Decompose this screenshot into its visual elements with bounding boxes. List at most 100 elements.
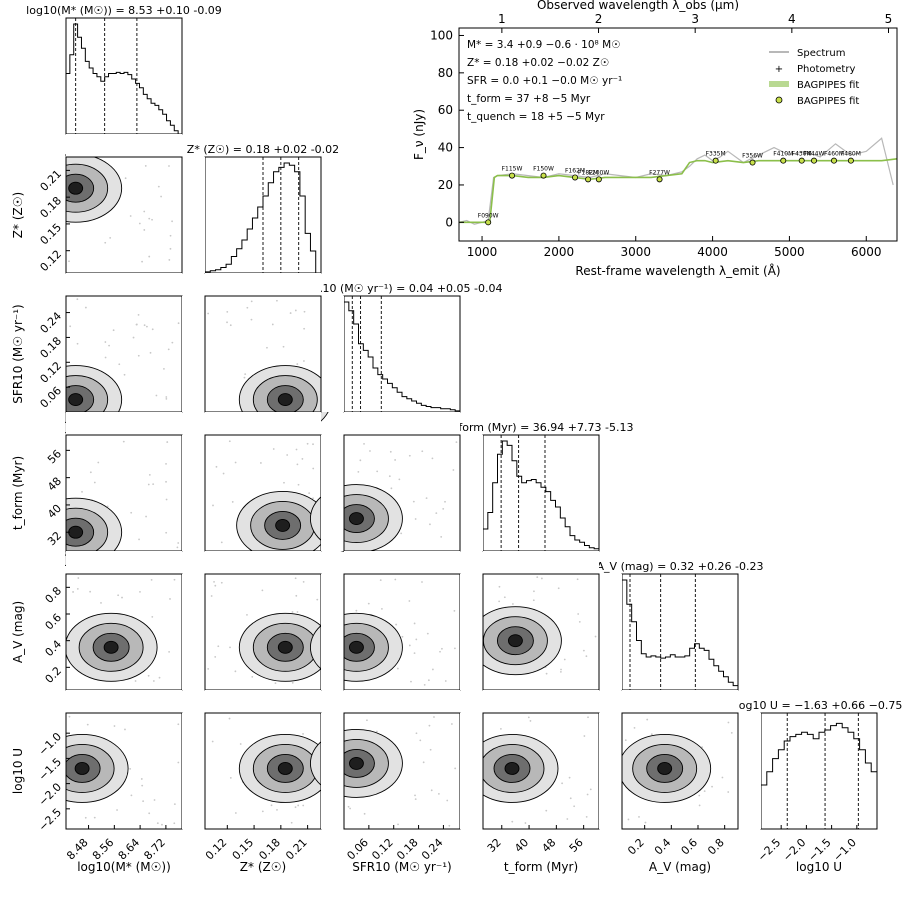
sample-point <box>160 195 162 198</box>
photometry-F356W: F356W <box>742 153 763 166</box>
sample-point <box>446 799 449 802</box>
sample-point <box>276 299 278 302</box>
sample-point <box>414 798 417 801</box>
sample-point <box>158 676 161 679</box>
sample-point <box>244 373 247 376</box>
photometry-marker <box>712 157 719 164</box>
legend-swatch <box>769 81 789 87</box>
sample-point <box>451 723 453 725</box>
hist-title-Z: Z* (Z☉) = 0.18 +0.02 -0.02 <box>187 143 339 156</box>
sample-point <box>359 459 362 462</box>
sample-point <box>312 467 315 470</box>
sample-point <box>151 615 154 618</box>
sample-point <box>151 328 154 331</box>
panel-frame <box>621 712 739 830</box>
sample-point <box>363 442 365 445</box>
sample-point <box>283 481 285 484</box>
sample-point <box>214 584 217 587</box>
y-tick-label: 80 <box>438 66 453 80</box>
photometry-F460M: F460M <box>824 151 844 164</box>
sample-point <box>140 778 143 780</box>
filter-label: F460M <box>824 151 844 158</box>
photometry-marker <box>485 219 492 226</box>
sample-point <box>289 312 292 314</box>
sample-point <box>207 312 210 315</box>
y-tick-label: 0 <box>445 215 453 229</box>
sample-point <box>394 578 397 581</box>
sample-point <box>150 578 153 581</box>
sample-point <box>266 346 268 349</box>
sample-point <box>422 761 425 764</box>
sample-point <box>533 590 535 593</box>
sample-point <box>296 363 299 365</box>
sample-point <box>138 538 140 541</box>
sample-point <box>524 822 527 824</box>
sample-point <box>149 351 152 354</box>
sample-point <box>147 674 150 677</box>
sample-point <box>303 327 306 330</box>
sample-point <box>76 342 79 345</box>
sample-point <box>498 600 501 603</box>
gap-left <box>460 574 483 690</box>
sample-point <box>586 793 589 796</box>
sample-point <box>650 733 653 736</box>
sample-point <box>415 732 418 735</box>
sample-point <box>228 440 231 443</box>
sample-point <box>454 647 456 650</box>
sample-point <box>349 807 352 810</box>
sample-point <box>429 523 431 526</box>
sample-point <box>291 681 294 684</box>
contour-level-4 <box>74 762 90 775</box>
sample-point <box>72 591 74 593</box>
sample-point <box>316 598 319 601</box>
sample-point <box>703 790 706 793</box>
sample-point <box>527 716 530 719</box>
sample-point <box>145 515 147 518</box>
sample-point <box>545 809 548 812</box>
sample-point <box>421 450 424 453</box>
hist-step-logM <box>65 23 182 135</box>
sample-point <box>77 577 80 579</box>
sample-point <box>429 748 432 751</box>
contour-level-4 <box>68 393 84 407</box>
sample-point <box>118 363 121 366</box>
photometry-marker <box>780 157 787 164</box>
sample-point <box>428 724 431 727</box>
sample-point <box>441 647 443 650</box>
sample-point <box>498 585 501 588</box>
filter-label: F335M <box>706 151 726 158</box>
sample-point <box>274 682 277 685</box>
sample-point <box>569 797 572 800</box>
sample-point <box>214 656 217 658</box>
sample-point <box>444 500 446 503</box>
contour-level-4 <box>277 393 293 407</box>
hist-step-Av <box>621 579 739 690</box>
sample-point <box>76 588 79 590</box>
sample-point <box>454 767 457 770</box>
gap-left <box>182 713 205 829</box>
sample-point <box>84 306 87 309</box>
gap-top <box>622 690 738 713</box>
legend-label: BAGPIPES fit <box>797 96 859 107</box>
sample-point <box>148 255 151 258</box>
hist-step-tform <box>482 440 600 551</box>
sample-point <box>156 822 159 825</box>
sample-point <box>151 218 153 221</box>
axis-label-tform: t_form (Myr) <box>11 456 25 530</box>
sample-point <box>363 812 366 815</box>
sample-point <box>563 658 566 661</box>
sample-point <box>532 599 535 602</box>
hist-step-logU <box>760 722 878 829</box>
sample-point <box>347 805 350 808</box>
axis-label-logU: log10 U <box>796 860 842 874</box>
legend-label: Photometry <box>797 64 855 75</box>
sample-point <box>207 668 210 670</box>
sample-point <box>165 462 167 465</box>
x2-tick-label: 1 <box>498 12 506 26</box>
sed-background <box>459 28 897 241</box>
sample-point <box>165 397 168 400</box>
sample-point <box>303 310 306 313</box>
sample-point <box>104 341 107 343</box>
sample-point <box>727 791 730 793</box>
hist-title-logM: log10(M* (M☉)) = 8.53 +0.10 -0.09 <box>26 4 222 17</box>
